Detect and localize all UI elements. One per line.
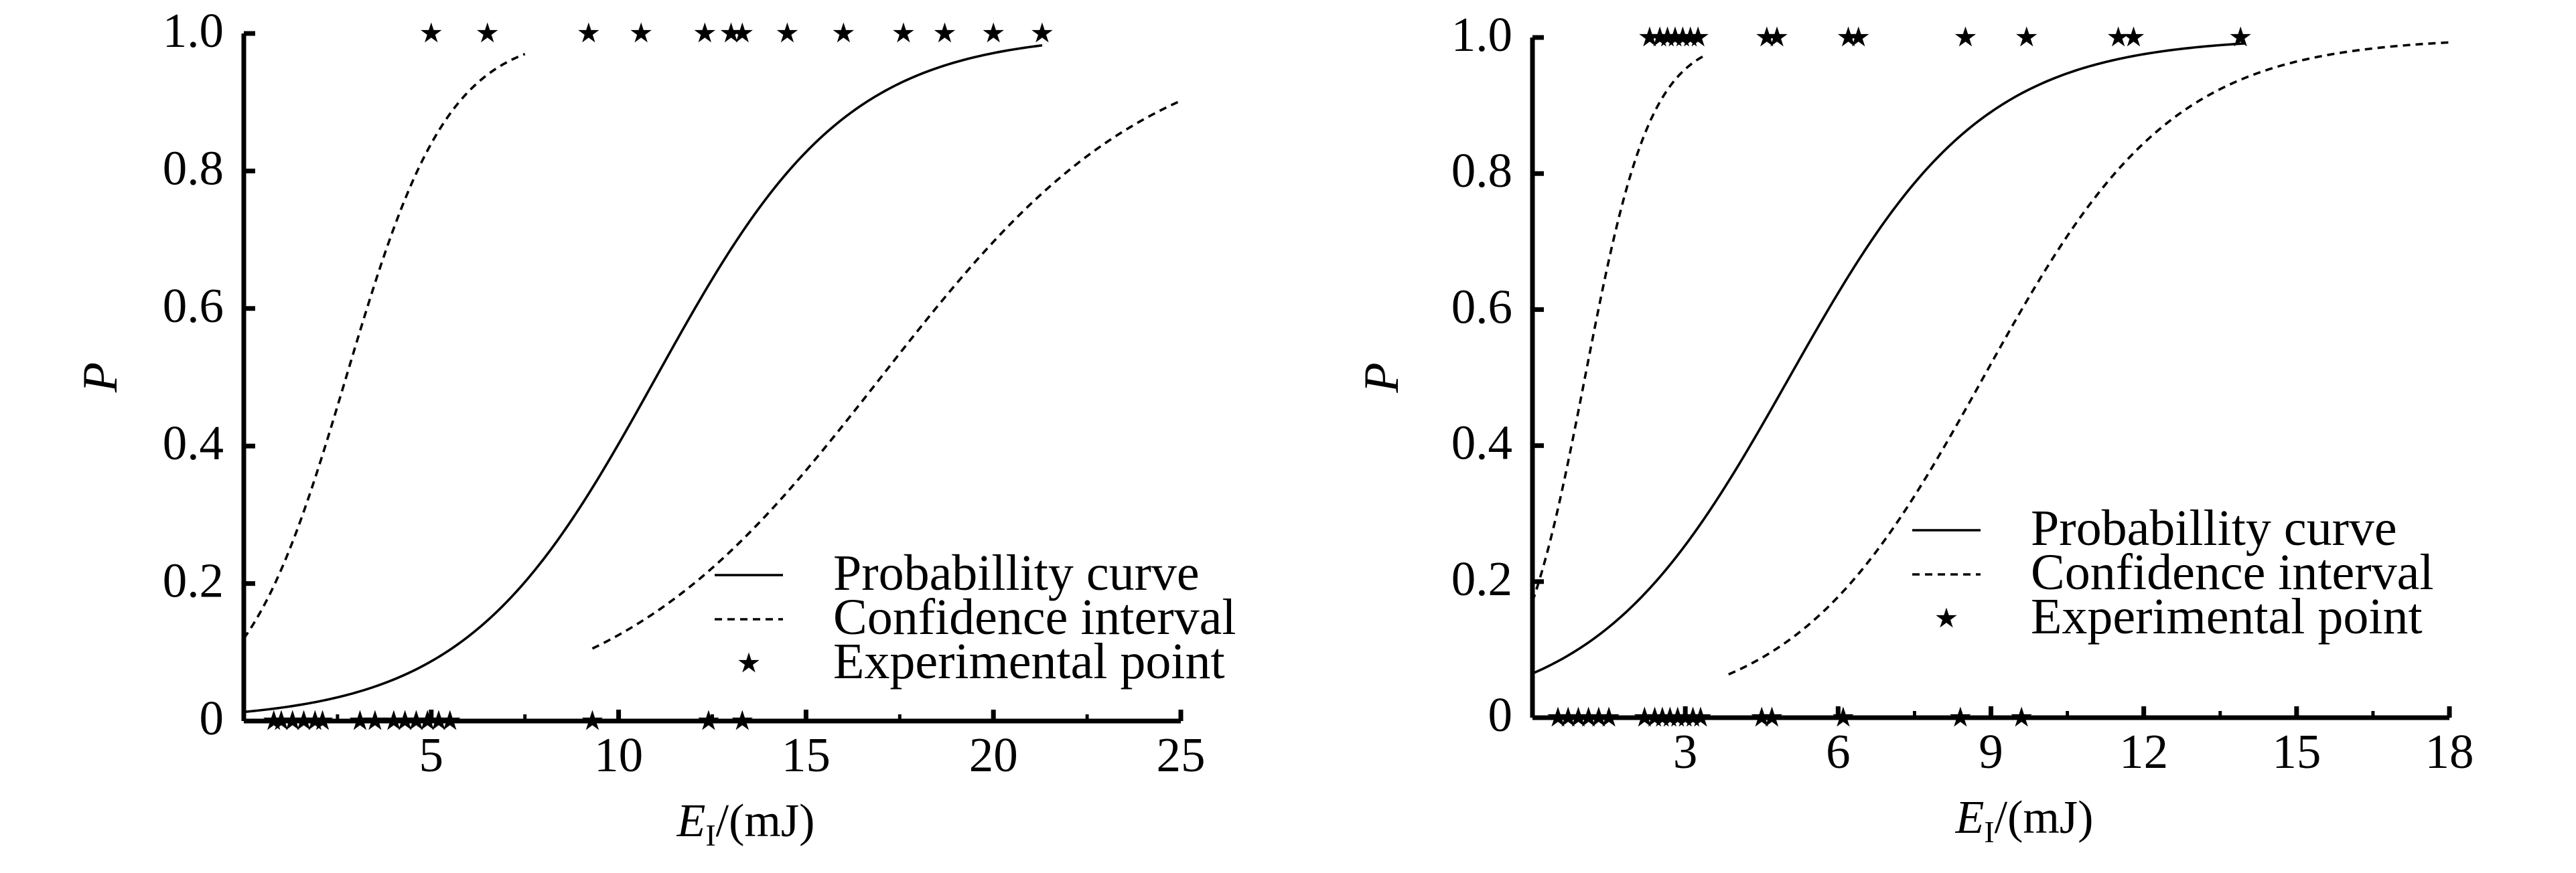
svg-text:EI/(mJ): EI/(mJ) — [676, 795, 815, 852]
svg-text:0: 0 — [200, 691, 224, 745]
svg-text:0.8: 0.8 — [163, 141, 224, 195]
svg-text:Experimental point: Experimental point — [833, 633, 1225, 690]
svg-text:12: 12 — [2119, 724, 2168, 779]
svg-text:0.6: 0.6 — [163, 279, 224, 333]
svg-text:0.4: 0.4 — [1451, 416, 1512, 470]
svg-text:0: 0 — [1488, 688, 1513, 742]
svg-text:25: 25 — [1157, 728, 1206, 782]
svg-text:P: P — [1354, 362, 1409, 393]
svg-text:5: 5 — [419, 728, 444, 782]
svg-text:10: 10 — [594, 728, 643, 782]
svg-text:1.0: 1.0 — [1451, 7, 1512, 62]
svg-text:1.0: 1.0 — [163, 3, 224, 58]
svg-text:18: 18 — [2425, 724, 2474, 779]
svg-text:0.6: 0.6 — [1451, 279, 1512, 333]
svg-text:0.2: 0.2 — [1451, 552, 1512, 606]
svg-text:EI/(mJ): EI/(mJ) — [1955, 792, 2094, 849]
svg-text:15: 15 — [2272, 724, 2321, 779]
svg-text:9: 9 — [1979, 724, 2003, 779]
svg-text:0.4: 0.4 — [163, 416, 224, 470]
svg-text:0.8: 0.8 — [1451, 143, 1512, 197]
svg-text:6: 6 — [1826, 724, 1851, 779]
svg-text:20: 20 — [969, 728, 1018, 782]
svg-text:P: P — [73, 362, 128, 393]
svg-text:15: 15 — [782, 728, 831, 782]
svg-text:0.2: 0.2 — [163, 554, 224, 608]
svg-text:3: 3 — [1673, 724, 1698, 779]
svg-text:Experimental point: Experimental point — [2031, 588, 2423, 645]
